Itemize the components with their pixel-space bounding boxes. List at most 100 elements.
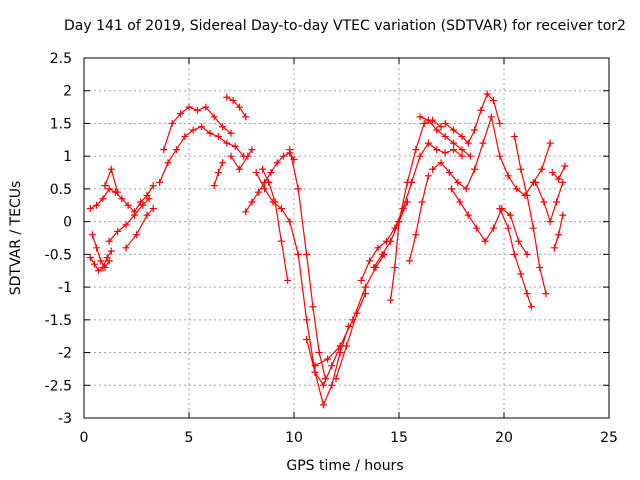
data-point <box>277 205 285 213</box>
data-point <box>487 113 495 121</box>
axis-ticks: 0 5 10 15 20 25 -3 -2.5 -2 -1.5 -1 -0.5 0 0.5 1 1.5 2 2.5 <box>45 51 618 446</box>
data-point <box>403 198 411 206</box>
data-point <box>464 211 472 219</box>
series-sat-j <box>227 146 256 173</box>
series-sat-b <box>86 247 115 275</box>
data-point <box>458 146 466 154</box>
data-point <box>86 205 94 213</box>
data-point <box>143 211 151 219</box>
data-point <box>529 224 537 232</box>
y-tick-label: -0.5 <box>45 247 72 263</box>
data-point <box>202 103 210 111</box>
data-point <box>538 165 546 173</box>
data-point <box>424 116 432 124</box>
data-point <box>124 201 132 209</box>
data-point <box>164 159 172 167</box>
data-point <box>424 172 432 180</box>
data-point <box>387 237 395 245</box>
data-point <box>227 152 235 160</box>
data-point <box>311 368 319 376</box>
series-sat-ab <box>511 133 550 298</box>
series-sat-y <box>441 90 504 147</box>
data-point <box>261 185 269 193</box>
data-point <box>532 178 539 186</box>
data-point <box>370 263 378 271</box>
data-point <box>277 237 285 245</box>
data-point <box>198 123 206 131</box>
series-trace <box>499 208 532 307</box>
data-point <box>511 250 518 258</box>
data-point <box>177 110 185 118</box>
data-point <box>324 355 332 363</box>
series-sat-ae <box>548 162 569 183</box>
plot-frame <box>83 57 610 419</box>
data-point <box>420 119 428 127</box>
data-point <box>315 349 323 357</box>
series-trace <box>408 175 429 262</box>
data-point <box>280 152 287 160</box>
data-point <box>517 270 525 278</box>
data-point <box>311 362 319 370</box>
series-sat-v <box>406 172 432 265</box>
data-point <box>523 250 531 258</box>
series-trace <box>125 208 154 249</box>
data-point <box>332 375 340 383</box>
data-point <box>481 237 489 245</box>
x-tick-label: 5 <box>185 430 194 446</box>
data-points <box>86 90 569 409</box>
y-tick-label: -3 <box>58 411 72 427</box>
data-point <box>214 169 222 177</box>
data-point <box>378 250 386 258</box>
data-point <box>284 277 292 285</box>
data-point <box>395 218 403 226</box>
series-sat-d <box>105 195 153 245</box>
data-point <box>361 283 369 291</box>
data-point <box>374 244 382 252</box>
data-point <box>122 244 130 252</box>
data-point <box>223 93 231 101</box>
data-point <box>189 126 197 134</box>
data-point <box>269 198 277 206</box>
data-point <box>450 139 458 147</box>
data-point <box>559 211 567 219</box>
series-sat-z <box>448 185 531 258</box>
y-tick-label: -2.5 <box>45 378 72 394</box>
data-point <box>471 126 479 134</box>
data-point <box>433 126 441 134</box>
x-tick-label: 20 <box>495 430 513 446</box>
data-point <box>229 97 237 105</box>
data-point <box>504 224 512 232</box>
series-sat-i <box>223 93 250 121</box>
data-point <box>353 309 361 317</box>
data-point <box>450 146 458 154</box>
data-point <box>105 237 113 245</box>
data-point <box>107 165 115 173</box>
data-point <box>496 205 504 213</box>
data-point <box>490 224 497 232</box>
series-sat-ad <box>550 211 567 252</box>
data-point <box>456 198 464 206</box>
data-point <box>513 185 521 193</box>
data-point <box>450 126 458 134</box>
data-point <box>219 159 227 167</box>
data-point <box>101 182 109 190</box>
data-point <box>429 165 437 173</box>
data-point <box>391 263 399 271</box>
data-point <box>483 90 491 98</box>
x-tick-label: 10 <box>285 430 303 446</box>
data-point <box>149 205 157 213</box>
data-point <box>506 211 514 219</box>
data-point <box>433 146 441 154</box>
series-sat-n <box>252 169 353 409</box>
series-sat-u <box>370 198 411 271</box>
data-point <box>479 139 487 147</box>
data-point <box>235 103 243 111</box>
series-trace <box>335 293 366 379</box>
data-point <box>441 119 449 127</box>
data-point <box>219 123 227 131</box>
data-point <box>160 146 168 154</box>
series-trace <box>89 250 112 272</box>
data-point <box>181 133 189 141</box>
data-point <box>328 362 336 370</box>
